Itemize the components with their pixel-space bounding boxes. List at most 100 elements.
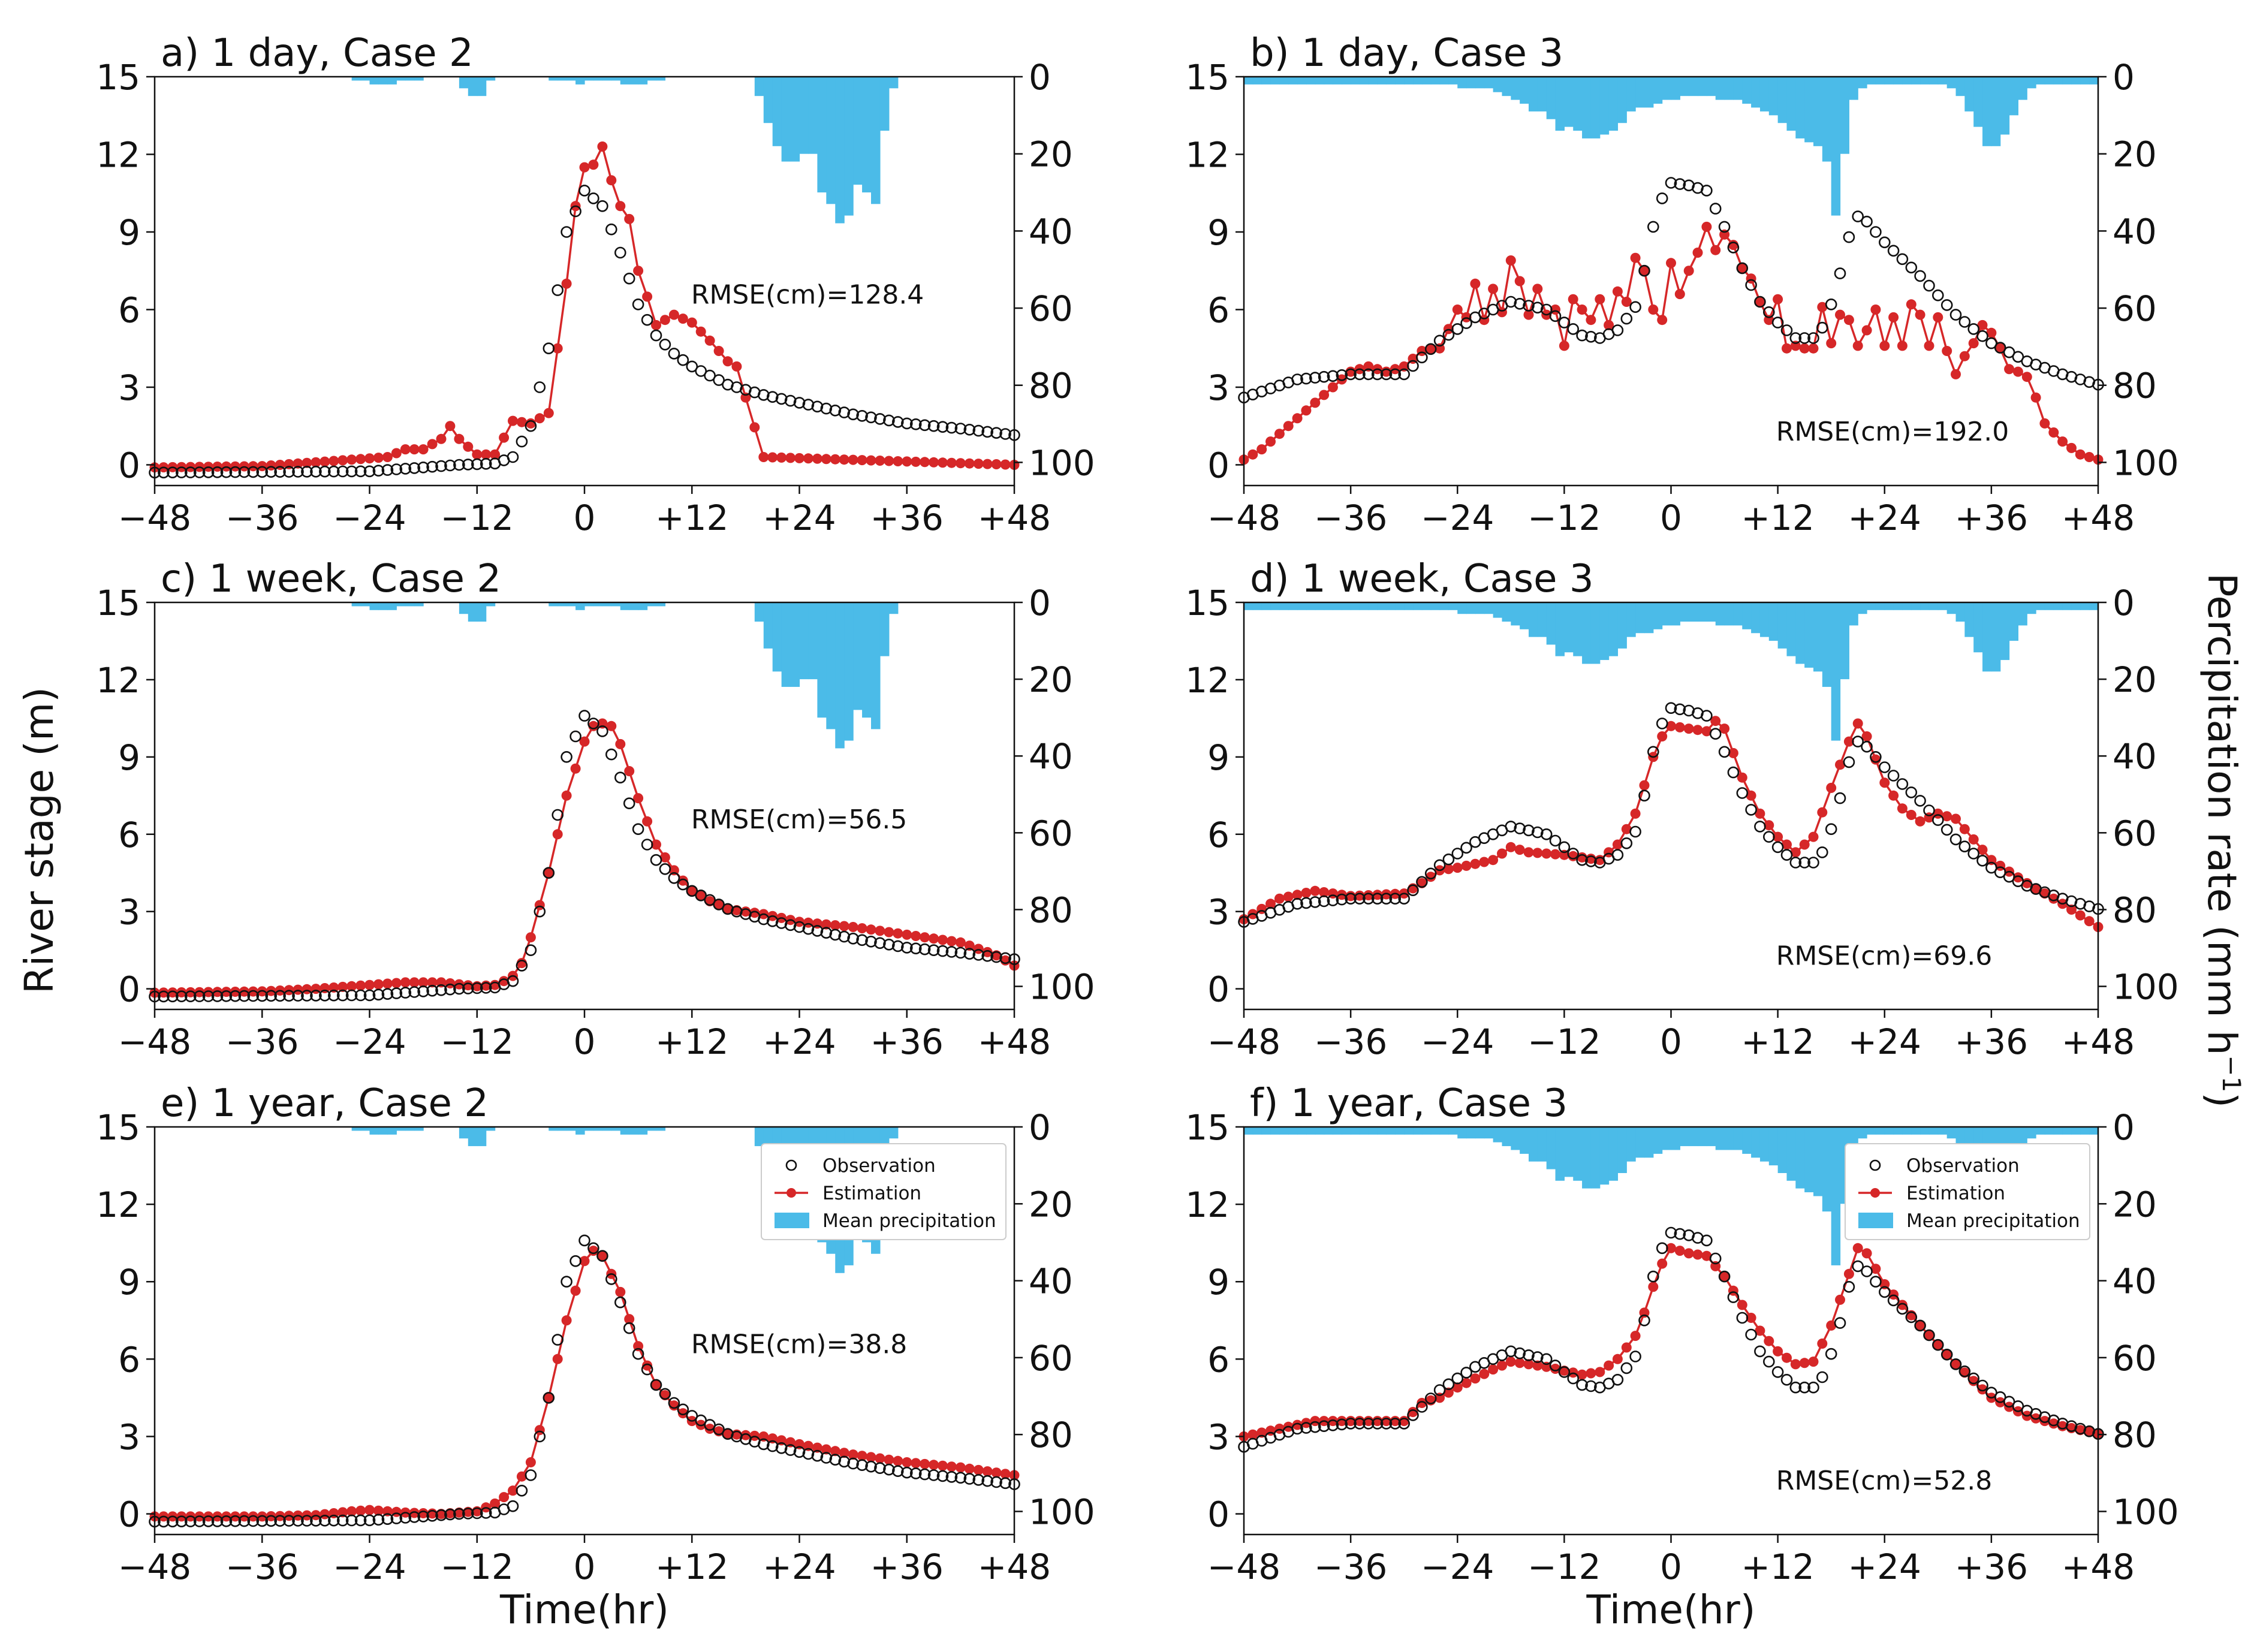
estimation-point [740,1430,751,1440]
precip-bar [1617,1127,1627,1173]
observation-point [1736,262,1749,275]
estimation-point [1843,315,1854,325]
precip-bar [781,602,791,687]
precip-bar [1698,1127,1707,1147]
estimation-point [1247,449,1258,460]
x-tick-label: +12 [655,498,728,538]
observation-point [274,990,286,1002]
observation-point [1398,368,1410,381]
observation-point [1416,1401,1428,1413]
observation-point [587,1242,599,1255]
estimation-point [1674,289,1685,300]
precip-bar [468,1127,478,1147]
observation-point [1532,302,1544,314]
precip-bar [1546,77,1556,119]
observation-point [561,1276,572,1288]
observation-point [1300,372,1312,385]
precip-bar [566,77,576,81]
observation-point [1656,1242,1668,1255]
estimation-point [2075,449,2086,460]
estimation-point [946,936,957,946]
estimation-point [884,1454,894,1465]
observation-point [301,990,313,1002]
estimation-point [615,201,626,212]
y-tick-label: 0 [1207,445,1230,486]
y-tick-label: 3 [118,367,140,408]
observation-point [1309,896,1321,908]
estimation-point [391,978,402,988]
precip-bar [1421,1127,1432,1135]
estimation-point [1879,340,1890,351]
observation-point [1585,1380,1597,1392]
observation-point [417,985,429,997]
y-tick-label: 9 [118,1262,140,1303]
observation-point [1825,1347,1837,1360]
precip-bar [1537,77,1547,111]
observation-point [1763,306,1775,318]
observation-point [695,365,707,377]
estimation-point [1755,297,1765,307]
precip-bar [1270,77,1280,85]
precip-bar [1920,77,1930,85]
estimation-point [1452,1382,1463,1393]
precip-bar [1546,602,1556,645]
observation-point [1380,368,1393,381]
precip-bar [620,77,630,85]
precip-bar [1573,602,1583,656]
precip-bar [1342,77,1351,85]
observation-point [1745,1328,1757,1341]
precip-bar [2089,602,2099,610]
observation-point [534,381,546,393]
precip-bar [638,1127,648,1135]
x-tick-label: +48 [2062,1021,2135,1062]
estimation-point [1488,1364,1499,1375]
estimation-point [1497,1360,1507,1371]
observation-point [1398,893,1410,905]
precip-bar [1946,602,1957,614]
observation-point [552,809,564,821]
precip-bar [1964,77,1974,111]
precip-bar [763,77,773,123]
precipitation-bars [351,77,899,224]
estimation-point [1888,790,1899,801]
precip-bar [1315,1127,1325,1135]
observation-point [1896,253,1909,266]
precip-bar [360,77,370,81]
precip-bar [1644,1127,1654,1158]
precip-bar [468,602,478,622]
observation-point [1674,178,1686,190]
observation-point [417,461,429,474]
estimation-point [579,736,590,747]
estimation-point [1612,286,1623,297]
precip-bar [369,77,379,85]
precip-bar [1555,1127,1565,1181]
estimation-point [659,852,670,863]
x-tick-label: +48 [978,1021,1051,1062]
observation-point [1807,1381,1819,1394]
observation-point [516,1485,528,1497]
precip-bar [1270,602,1280,610]
estimation-point [848,1449,858,1460]
precip-bar [369,1127,379,1135]
legend-estimation-marker [787,1188,796,1198]
estimation-point [973,459,984,469]
observation-point [865,936,877,948]
estimation-point [1968,834,1979,845]
estimation-point [490,1498,501,1509]
estimation-point [1942,1349,1952,1360]
estimation-point [911,931,921,941]
x-tick-label: −12 [441,1547,514,1587]
x-tick-label: +24 [763,498,836,538]
estimation-point [884,927,894,937]
y-tick-label: 6 [118,815,140,855]
estimation-point [1327,382,1338,393]
observation-point [471,982,483,994]
observation-point [614,771,626,783]
estimation-point [400,444,411,455]
precip-bar [459,602,469,614]
y-tick-label: 0 [118,969,140,1010]
estimation-point [1915,1320,1925,1331]
observation-point [909,942,922,955]
precip-bar [1279,77,1289,85]
estimation-point [1630,252,1641,263]
